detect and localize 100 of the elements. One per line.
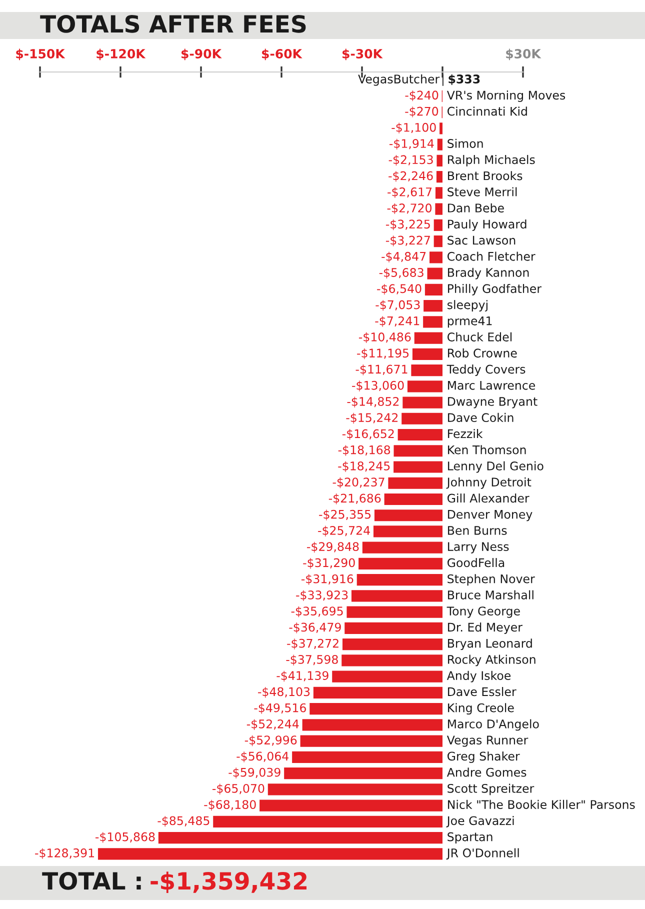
data-label: -$240 — [405, 90, 438, 102]
y-tick-label: Brady Kannon — [448, 268, 529, 280]
y-tick-label: Tony George — [446, 606, 520, 618]
y-tick-label: sleepyj — [447, 300, 488, 312]
y-tick-label: Nick "The Bookie Killer" Parsons — [448, 800, 635, 809]
y-tick-label: Dr. Ed Meyer — [448, 622, 522, 634]
data-label: -$5,683 — [379, 268, 424, 279]
y-tick-label: Marc Lawrence — [448, 381, 536, 390]
y-tick-label: King Creole — [448, 703, 514, 715]
y-tick-label: prme41 — [448, 316, 492, 328]
y-tick-label: Dave Cokin — [448, 412, 514, 422]
data-label: -$48,103 — [258, 687, 310, 698]
y-tick-label: Rob Crowne — [448, 348, 517, 358]
data-label: -$2,720 — [387, 203, 432, 214]
y-tick-label: Denver Money — [448, 510, 532, 522]
y-tick-label: Dan Bebe — [448, 203, 504, 212]
data-label: -$10,486 — [358, 332, 411, 344]
y-tick-label: Scott Spreitzer — [448, 784, 534, 796]
data-label: -$7,241 — [375, 316, 420, 327]
y-tick-label: Lenny Del Genio — [448, 461, 544, 473]
y-tick-label: Dave Essler — [448, 687, 516, 696]
data-label: $333 — [448, 74, 480, 86]
data-label: -$11,195 — [357, 348, 409, 360]
y-tick-label: Ben Burns — [448, 526, 507, 535]
y-tick-label: Teddy Covers — [446, 364, 526, 376]
data-label: -$65,070 — [212, 784, 264, 794]
x-tick-label: $-150K — [16, 48, 66, 60]
y-tick-label: Cincinnati Kid — [448, 106, 527, 116]
y-tick-label: Philly Godfather — [448, 284, 542, 296]
data-label: -$11,671 — [356, 364, 408, 376]
y-tick-label: VegasButcher — [358, 74, 440, 86]
text: -$1,359,432 — [150, 872, 306, 893]
y-tick-label: Dwayne Bryant — [448, 397, 538, 408]
y-tick-label: Spartan — [448, 832, 492, 844]
data-label: -$59,039 — [228, 768, 280, 778]
data-label: -$18,168 — [338, 445, 390, 456]
data-label: -$128,391 — [35, 848, 94, 859]
y-tick-label: Brent Brooks — [448, 171, 522, 180]
data-label: -$16,652 — [342, 429, 394, 440]
x-tick-label: $-120K — [96, 48, 146, 60]
data-label: -$25,355 — [319, 510, 371, 520]
y-tick-label: Johnny Detroit — [446, 477, 532, 489]
y-tick-label: Pauly Howard — [448, 219, 526, 231]
data-label: -$18,245 — [338, 461, 390, 472]
y-tick-label: Ralph Michaels — [448, 154, 535, 166]
x-tick-label: $-60K — [262, 48, 302, 60]
y-tick-label: Bruce Marshall — [448, 590, 534, 600]
y-tick-label: Rocky Atkinson — [448, 654, 536, 666]
data-label: -$29,848 — [307, 542, 359, 553]
y-tick-label: Sac Lawson — [448, 236, 516, 245]
data-label: -$85,485 — [158, 816, 210, 827]
y-tick-label: Bryan Leonard — [448, 638, 532, 650]
y-tick-label: Steve Merril — [448, 187, 517, 196]
data-label: -$25,724 — [318, 526, 370, 536]
y-tick-label: Ken Thomson — [448, 445, 526, 454]
data-label: -$36,479 — [289, 622, 341, 634]
y-tick-label: Simon — [448, 138, 483, 148]
y-tick-label: JR O'Donnell — [446, 848, 519, 860]
data-label: -$20,237 — [332, 477, 384, 488]
y-tick-label: Gill Alexander — [448, 494, 530, 503]
y-tick-label: VR's Morning Moves — [446, 90, 566, 102]
data-label: -$52,244 — [246, 719, 299, 730]
x-tick-label: $-90K — [181, 48, 222, 60]
data-label: -$2,617 — [388, 187, 432, 198]
y-tick-label: Greg Shaker — [448, 751, 520, 763]
data-label: -$14,852 — [347, 396, 399, 408]
data-label: -$2,153 — [388, 154, 433, 166]
data-label: -$41,139 — [276, 670, 328, 682]
y-tick-label: Vegas Runner — [446, 736, 528, 747]
data-label: -$37,598 — [286, 654, 338, 666]
data-label: -$3,225 — [386, 219, 430, 230]
data-label: -$2,246 — [388, 171, 433, 182]
x-tick-label: $-30K — [342, 48, 383, 60]
y-tick-label: Marco D'Angelo — [448, 719, 539, 731]
data-label: -$31,290 — [303, 558, 355, 569]
data-label: -$21,686 — [328, 494, 381, 504]
data-label: -$35,695 — [291, 606, 343, 618]
data-label: -$4,847 — [382, 252, 426, 262]
data-label: -$68,180 — [204, 800, 256, 811]
y-tick-label: Andy Iskoe — [446, 670, 511, 682]
data-label: -$31,916 — [301, 574, 354, 585]
y-tick-label: Larry Ness — [448, 542, 509, 554]
data-label: -$52,996 — [244, 735, 297, 746]
data-label: -$13,060 — [352, 380, 404, 392]
data-label: -$6,540 — [377, 284, 422, 295]
x-tick-label: $30K — [506, 48, 542, 60]
y-tick-label: Stephen Nover — [448, 574, 535, 586]
data-label: -$7,053 — [376, 300, 420, 311]
data-label: -$1,100 — [392, 122, 436, 134]
data-label: -$105,868 — [96, 832, 155, 843]
y-tick-label: Andre Gomes — [446, 768, 526, 777]
chart-title: TOTALS AFTER FEES — [40, 14, 306, 33]
data-label: -$33,923 — [296, 590, 348, 601]
y-tick-label: Chuck Edel — [448, 332, 512, 342]
y-tick-label: Coach Fletcher — [448, 252, 536, 261]
data-label: -$270 — [405, 106, 438, 118]
data-label: -$56,064 — [236, 751, 288, 762]
data-label: -$15,242 — [346, 412, 398, 424]
y-tick-label: Fezzik — [448, 429, 483, 438]
y-tick-label: GoodFella — [448, 558, 504, 568]
